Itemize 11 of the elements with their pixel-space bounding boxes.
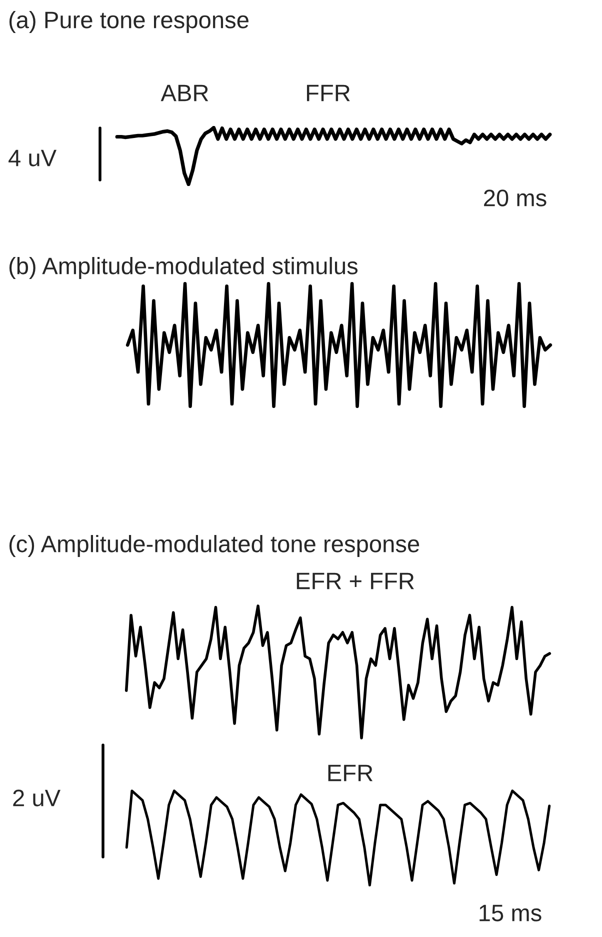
series-label: EFR — [328, 764, 373, 782]
text: 20 ms — [484, 190, 546, 206]
text: 4 uV — [8, 150, 56, 166]
chart-title: (a) Pure tone response — [9, 10, 248, 34]
chart-title: (b) Amplitude-modulated stimulus — [9, 256, 358, 280]
text: FFR — [306, 84, 350, 102]
text: 2 uV — [13, 790, 60, 806]
chart-title: (c) Amplitude-modulated tone response — [9, 534, 420, 558]
text: 15 ms — [480, 904, 542, 922]
series-label: EFR + FFR — [296, 572, 414, 590]
text: ABR — [160, 84, 208, 102]
